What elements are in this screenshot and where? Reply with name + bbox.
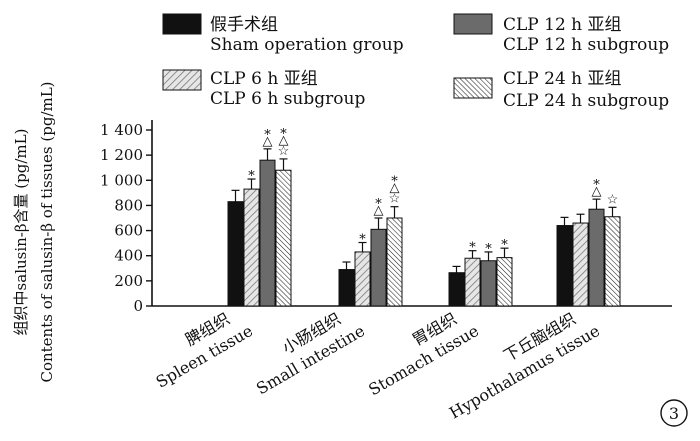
legend-label-clp12-cn: CLP 12 h 亚组 bbox=[503, 15, 622, 35]
y-axis-title-en: Contents of salusin-β of tissues (pg/mL) bbox=[38, 81, 56, 382]
panel-label-text: 3 bbox=[669, 404, 679, 423]
bar bbox=[338, 269, 355, 307]
legend-item-clp24: CLP 24 h 亚组 CLP 24 h subgroup bbox=[453, 69, 669, 111]
significance-mark: △ bbox=[592, 184, 602, 199]
legend-label-sham-en: Sham operation group bbox=[210, 35, 404, 55]
bar bbox=[496, 257, 513, 307]
y-tick-label: 1 200 bbox=[100, 146, 143, 164]
legend-swatch-clp12 bbox=[453, 13, 493, 35]
y-ticks: 0 200 400 600 800 1 000 1 200 1 400 bbox=[100, 121, 152, 315]
significance-mark: * bbox=[264, 128, 271, 143]
y-tick-label: 1 400 bbox=[100, 121, 143, 139]
significance-mark: △ bbox=[390, 181, 400, 196]
significance-mark: * bbox=[391, 175, 398, 190]
significance-mark: * bbox=[280, 127, 287, 142]
bar bbox=[370, 228, 387, 307]
y-tick-label: 1 000 bbox=[100, 171, 143, 189]
significance-mark: * bbox=[485, 242, 492, 257]
significance-mark: ☆ bbox=[278, 144, 290, 159]
y-tick-label: 200 bbox=[114, 272, 143, 290]
significance-mark: * bbox=[248, 169, 255, 184]
bar bbox=[480, 260, 497, 307]
legend: 假手术组 Sham operation group CLP 6 h 亚组 CLP… bbox=[162, 13, 669, 111]
y-tick-label: 800 bbox=[114, 196, 143, 214]
bar bbox=[588, 208, 605, 307]
significance-mark: △ bbox=[279, 133, 289, 148]
legend-label-sham-cn: 假手术组 bbox=[210, 15, 278, 35]
bar bbox=[275, 169, 292, 307]
bar bbox=[227, 201, 244, 307]
y-tick-label: 600 bbox=[114, 222, 143, 240]
significance-mark: * bbox=[469, 241, 476, 256]
significance-mark: △ bbox=[263, 134, 273, 149]
legend-label-clp6-en: CLP 6 h subgroup bbox=[210, 89, 365, 109]
legend-label-clp6-cn: CLP 6 h 亚组 bbox=[210, 69, 318, 89]
legend-item-clp6: CLP 6 h 亚组 CLP 6 h subgroup bbox=[162, 69, 365, 109]
legend-swatch-sham bbox=[162, 13, 202, 35]
bar bbox=[448, 272, 465, 307]
legend-item-clp12: CLP 12 h 亚组 CLP 12 h subgroup bbox=[453, 13, 669, 55]
bar bbox=[259, 159, 276, 307]
bars: **△ *△☆**△*△☆* * **△☆ bbox=[227, 127, 621, 307]
bar bbox=[243, 188, 260, 307]
significance-mark: * bbox=[375, 197, 382, 212]
significance-mark: ☆ bbox=[389, 192, 401, 207]
bar bbox=[556, 225, 573, 307]
bar bbox=[386, 217, 403, 307]
bar bbox=[464, 257, 481, 307]
bar bbox=[572, 222, 589, 307]
y-tick-label: 400 bbox=[114, 247, 143, 265]
panel-label-circle bbox=[660, 399, 688, 427]
significance-mark: * bbox=[501, 238, 508, 253]
y-axis-title-cn: 组织中salusin-β含量 (pg/mL) bbox=[12, 129, 30, 336]
significance-mark: △ bbox=[374, 203, 384, 218]
legend-label-clp24-en: CLP 24 h subgroup bbox=[503, 91, 669, 111]
significance-mark: ☆ bbox=[607, 192, 619, 207]
legend-swatch-clp6 bbox=[162, 69, 202, 91]
significance-mark: * bbox=[359, 233, 366, 248]
y-tick-label: 0 bbox=[133, 297, 143, 315]
legend-label-clp24-cn: CLP 24 h 亚组 bbox=[503, 69, 622, 89]
panel-label: 3 bbox=[660, 399, 688, 427]
legend-label-clp12-en: CLP 12 h subgroup bbox=[503, 35, 669, 55]
legend-item-sham: 假手术组 Sham operation group bbox=[162, 13, 404, 55]
bar bbox=[604, 216, 621, 307]
significance-mark: * bbox=[593, 178, 600, 193]
legend-swatch-clp24 bbox=[453, 77, 493, 99]
bar bbox=[354, 251, 371, 307]
